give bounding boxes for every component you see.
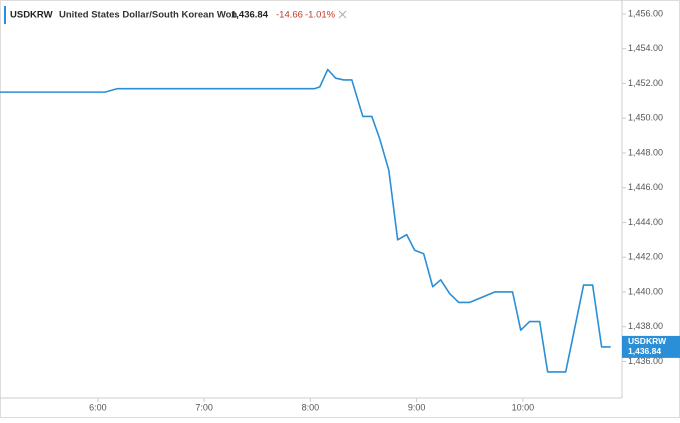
close-icon[interactable] [338, 10, 347, 19]
symbol: USDKRW [10, 10, 53, 21]
y-tick-label: 1,436.00 [628, 356, 663, 366]
price-line [0, 68, 611, 373]
badge-bg [622, 335, 680, 358]
price: 1,436.84 [231, 10, 269, 21]
y-tick-label: 1,438.00 [628, 321, 663, 331]
instrument-name: United States Dollar/South Korean Won [59, 10, 237, 21]
y-tick-label: 1,448.00 [628, 147, 663, 157]
y-tick-label: 1,444.00 [628, 217, 663, 227]
y-tick-label: 1,450.00 [628, 113, 663, 123]
y-tick-label: 1,454.00 [628, 43, 663, 53]
x-tick-label: 8:00 [302, 402, 320, 412]
x-tick-label: 9:00 [408, 402, 426, 412]
change-pct: -1.01% [305, 10, 336, 21]
change: -14.66 [276, 10, 303, 21]
y-tick-label: 1,440.00 [628, 286, 663, 296]
y-tick-label: 1,442.00 [628, 252, 663, 262]
x-tick-label: 7:00 [195, 402, 213, 412]
x-tick-label: 6:00 [89, 402, 107, 412]
y-tick-label: 1,456.00 [628, 8, 663, 18]
y-tick-label: 1,452.00 [628, 78, 663, 88]
x-tick-label: 10:00 [512, 402, 535, 412]
y-tick-label: 1,446.00 [628, 182, 663, 192]
header-accent [4, 6, 6, 24]
last-price-badge: USDKRW 1,436.84 [622, 335, 680, 358]
badge-symbol: USDKRW [628, 336, 667, 346]
badge-price: 1,436.84 [628, 346, 661, 356]
